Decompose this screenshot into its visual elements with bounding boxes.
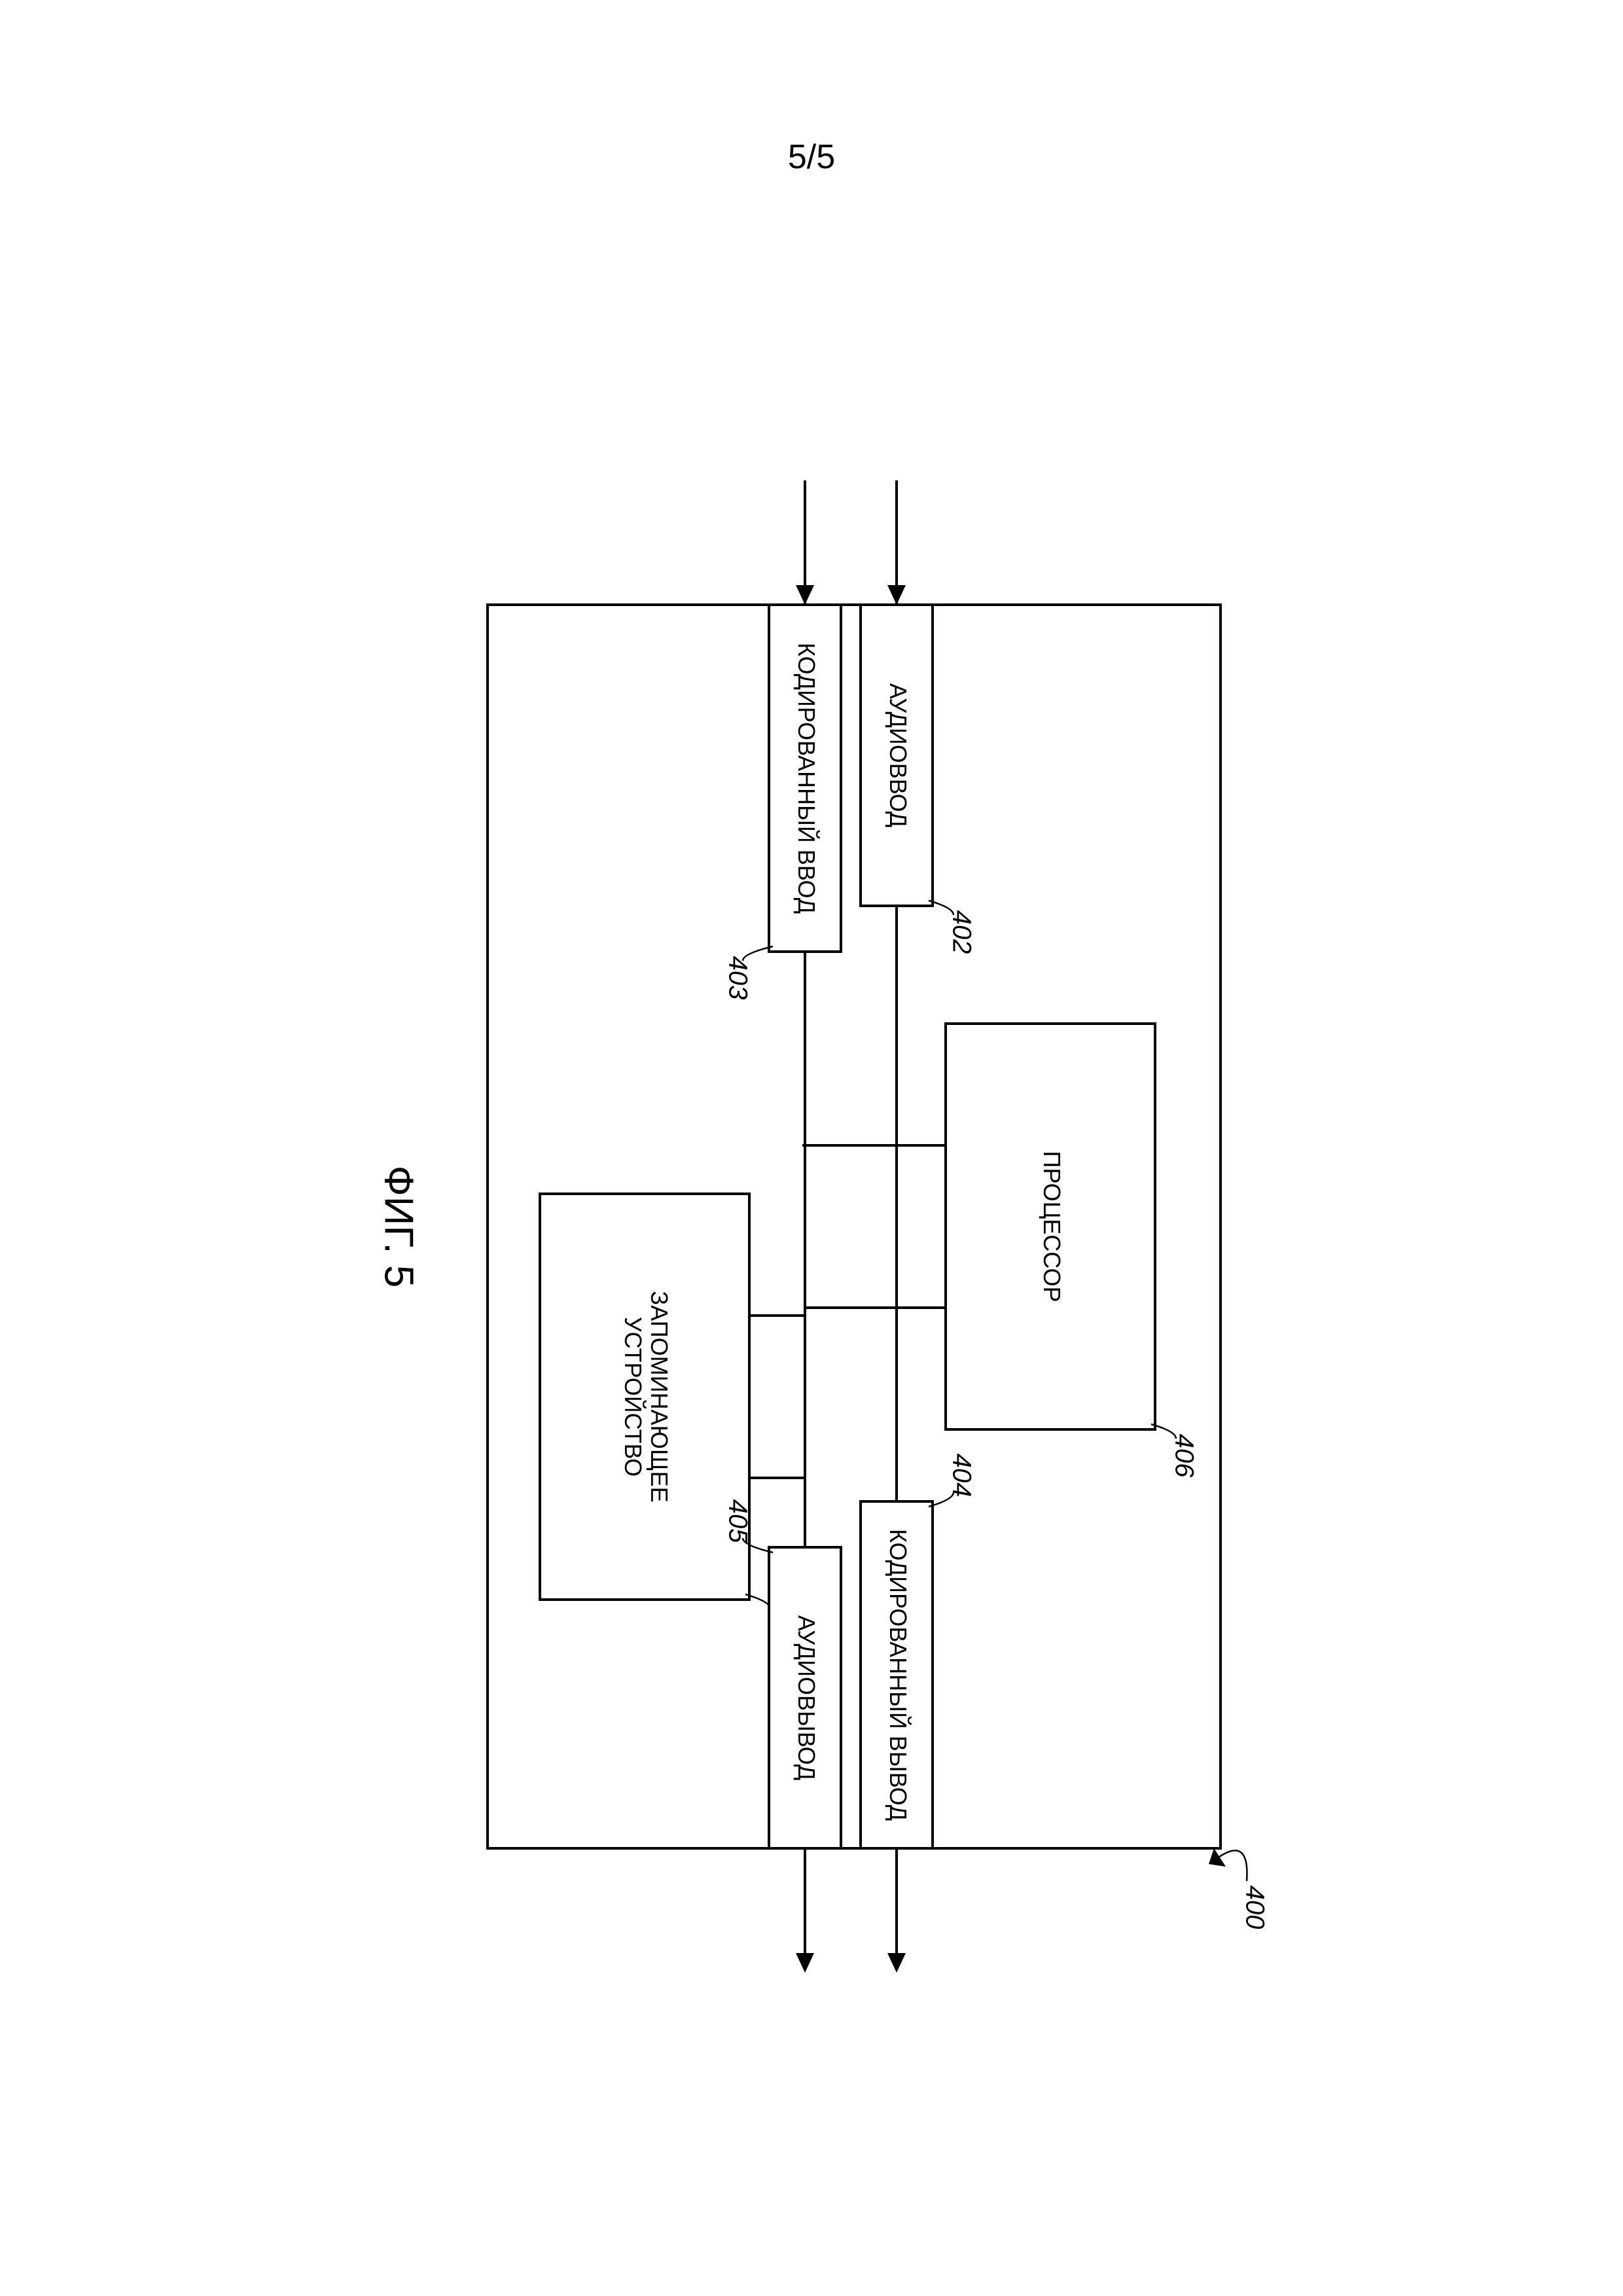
coded_out-label: КОДИРОВАННЫЙ ВЫВОД xyxy=(885,1529,912,1821)
audio_in-ref: 402 xyxy=(947,910,976,954)
audio_out-ref: 405 xyxy=(723,1499,752,1543)
coded_out-ref: 404 xyxy=(947,1454,976,1498)
page: 5/5 400 ПРОЦЕССОР 406 ЗАПОМИНАЮЩЕЕУСТРОЙСТВ… xyxy=(0,0,1623,2296)
coded_in-ref: 403 xyxy=(723,956,752,1000)
diagram-svg: 400ПРОЦЕССОР406ЗАПОМИНАЮЩЕЕУСТРОЙСТВО408… xyxy=(337,467,1286,1986)
memory-label: ЗАПОМИНАЮЩЕЕУСТРОЙСТВО xyxy=(620,1291,673,1502)
system-ref: 400 xyxy=(1240,1886,1269,1929)
figure-caption: ФИГ. 5 xyxy=(376,1166,421,1288)
processor-ref: 406 xyxy=(1169,1434,1198,1478)
page-number: 5/5 xyxy=(788,137,835,177)
audio_in-label: АУДИОВВОД xyxy=(885,683,912,827)
coded_in-label: КОДИРОВАННЫЙ ВВОД xyxy=(793,643,821,914)
figure-5-diagram: 400ПРОЦЕССОР406ЗАПОМИНАЮЩЕЕУСТРОЙСТВО408… xyxy=(337,467,1286,1986)
processor-label: ПРОЦЕССОР xyxy=(1039,1151,1065,1302)
audio_out-label: АУДИОВЫВОД xyxy=(793,1615,820,1780)
